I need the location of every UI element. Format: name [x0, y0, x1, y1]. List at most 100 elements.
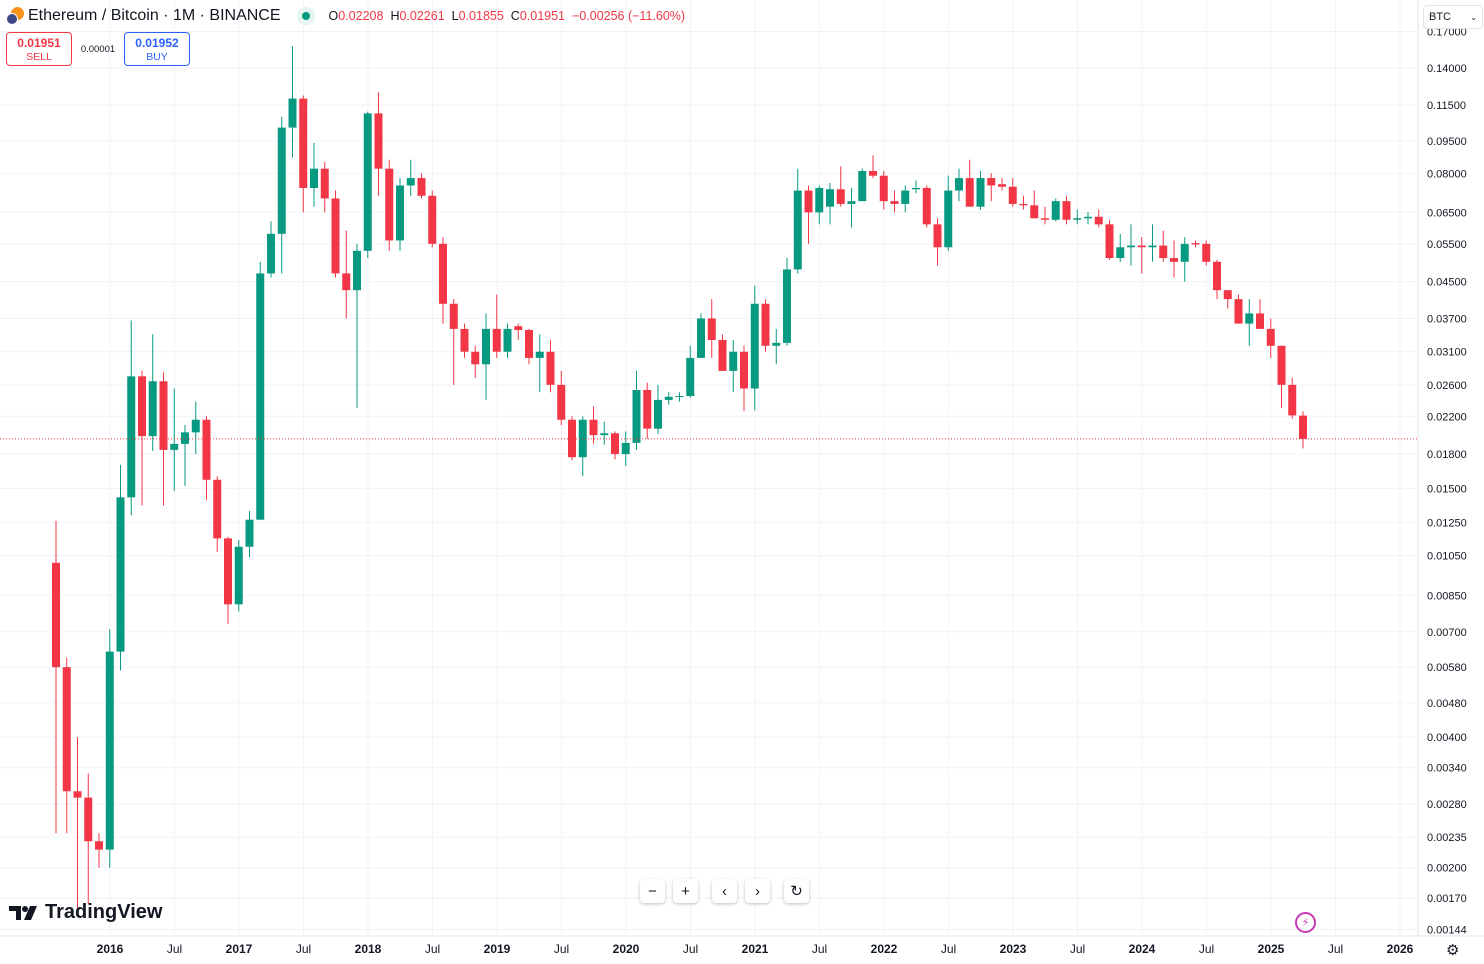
- sell-button[interactable]: 0.01951 SELL: [6, 32, 72, 66]
- candle[interactable]: [331, 190, 340, 278]
- candle[interactable]: [492, 294, 501, 358]
- candle[interactable]: [718, 334, 727, 371]
- candle[interactable]: [987, 173, 996, 202]
- currency-select[interactable]: BTC ⌄: [1423, 5, 1483, 29]
- candle[interactable]: [374, 92, 383, 196]
- candle[interactable]: [525, 328, 533, 365]
- candle[interactable]: [912, 180, 920, 194]
- candle[interactable]: [396, 178, 404, 251]
- candle[interactable]: [707, 299, 716, 358]
- symbol-title[interactable]: Ethereum / Bitcoin · 1M · BINANCE: [28, 7, 281, 24]
- candle[interactable]: [1159, 230, 1168, 262]
- candle[interactable]: [729, 339, 738, 393]
- candle[interactable]: [1030, 190, 1039, 219]
- candle[interactable]: [1073, 209, 1082, 225]
- candle[interactable]: [1084, 212, 1092, 225]
- candle[interactable]: [514, 323, 523, 340]
- candle[interactable]: [1116, 233, 1125, 262]
- candle[interactable]: [1062, 195, 1071, 225]
- candle[interactable]: [568, 416, 576, 461]
- candle[interactable]: [1127, 224, 1135, 266]
- price-axis[interactable]: 0.17000 0.14000 0.11500 0.09500 0.08000 0.065…: [1427, 26, 1467, 936]
- candle[interactable]: [793, 168, 802, 274]
- candle[interactable]: [148, 334, 157, 451]
- candle[interactable]: [955, 168, 963, 202]
- candle[interactable]: [815, 185, 824, 225]
- candle[interactable]: [320, 161, 329, 213]
- candle[interactable]: [1148, 224, 1157, 262]
- candle[interactable]: [116, 464, 125, 671]
- buy-button[interactable]: 0.01952 BUY: [124, 32, 190, 66]
- zoom-in-button[interactable]: +: [673, 879, 698, 903]
- candle[interactable]: [1051, 198, 1060, 222]
- candle[interactable]: [869, 155, 877, 179]
- candle[interactable]: [1299, 411, 1307, 449]
- candle[interactable]: [697, 313, 705, 358]
- candle[interactable]: [976, 170, 985, 210]
- candle[interactable]: [944, 175, 953, 251]
- candle[interactable]: [310, 142, 318, 207]
- candle[interactable]: [449, 299, 458, 385]
- candle[interactable]: [1234, 294, 1243, 324]
- time-axis[interactable]: 2016 Jul 2017 Jul 2018 Jul 2019 Jul 2020 Jul 2021 J…: [97, 942, 1414, 956]
- candle[interactable]: [621, 431, 630, 466]
- candle[interactable]: [1137, 237, 1146, 274]
- candle[interactable]: [589, 406, 598, 444]
- candle[interactable]: [557, 370, 566, 426]
- candle[interactable]: [965, 159, 974, 207]
- candle[interactable]: [1094, 209, 1103, 228]
- candle[interactable]: [277, 116, 286, 274]
- candle[interactable]: [460, 323, 469, 358]
- candle[interactable]: [654, 384, 662, 435]
- candle[interactable]: [578, 416, 587, 477]
- candle[interactable]: [299, 95, 308, 213]
- candle[interactable]: [342, 230, 351, 319]
- candle[interactable]: [353, 243, 361, 408]
- candle[interactable]: [1019, 195, 1028, 210]
- candle[interactable]: [406, 159, 415, 196]
- candle[interactable]: [686, 345, 695, 398]
- candle[interactable]: [761, 299, 770, 352]
- candle[interactable]: [836, 166, 845, 207]
- candle[interactable]: [632, 370, 641, 450]
- candle[interactable]: [256, 261, 265, 520]
- candle[interactable]: [858, 168, 867, 202]
- candle[interactable]: [428, 190, 437, 248]
- candle[interactable]: [1202, 240, 1211, 266]
- candle[interactable]: [546, 339, 555, 393]
- candle[interactable]: [1213, 259, 1221, 300]
- scroll-left-button[interactable]: ‹: [712, 879, 737, 903]
- candle[interactable]: [234, 540, 243, 612]
- candle[interactable]: [84, 773, 93, 904]
- candle[interactable]: [611, 431, 619, 460]
- candle[interactable]: [1256, 299, 1264, 329]
- candle[interactable]: [267, 221, 275, 278]
- candle[interactable]: [750, 285, 759, 411]
- candle[interactable]: [1041, 206, 1049, 225]
- candle[interactable]: [901, 185, 910, 213]
- candle[interactable]: [73, 737, 82, 910]
- reset-chart-button[interactable]: ↻: [784, 879, 809, 903]
- candle[interactable]: [138, 370, 146, 506]
- candle[interactable]: [826, 182, 834, 225]
- candle[interactable]: [224, 536, 232, 624]
- candle[interactable]: [1277, 345, 1286, 408]
- candle[interactable]: [105, 629, 114, 868]
- candle[interactable]: [288, 46, 297, 158]
- candle[interactable]: [783, 258, 791, 346]
- candle[interactable]: [1245, 299, 1254, 346]
- candle[interactable]: [1170, 240, 1178, 278]
- candle[interactable]: [879, 170, 888, 210]
- candle[interactable]: [363, 111, 372, 259]
- candle[interactable]: [62, 657, 71, 834]
- candle[interactable]: [1288, 377, 1297, 419]
- candle[interactable]: [804, 185, 813, 244]
- candle[interactable]: [482, 313, 490, 400]
- candle[interactable]: [202, 416, 211, 501]
- candle[interactable]: [740, 345, 748, 412]
- candle[interactable]: [417, 173, 426, 199]
- candle[interactable]: [600, 421, 609, 445]
- candle[interactable]: [675, 392, 684, 402]
- candle[interactable]: [1180, 237, 1189, 282]
